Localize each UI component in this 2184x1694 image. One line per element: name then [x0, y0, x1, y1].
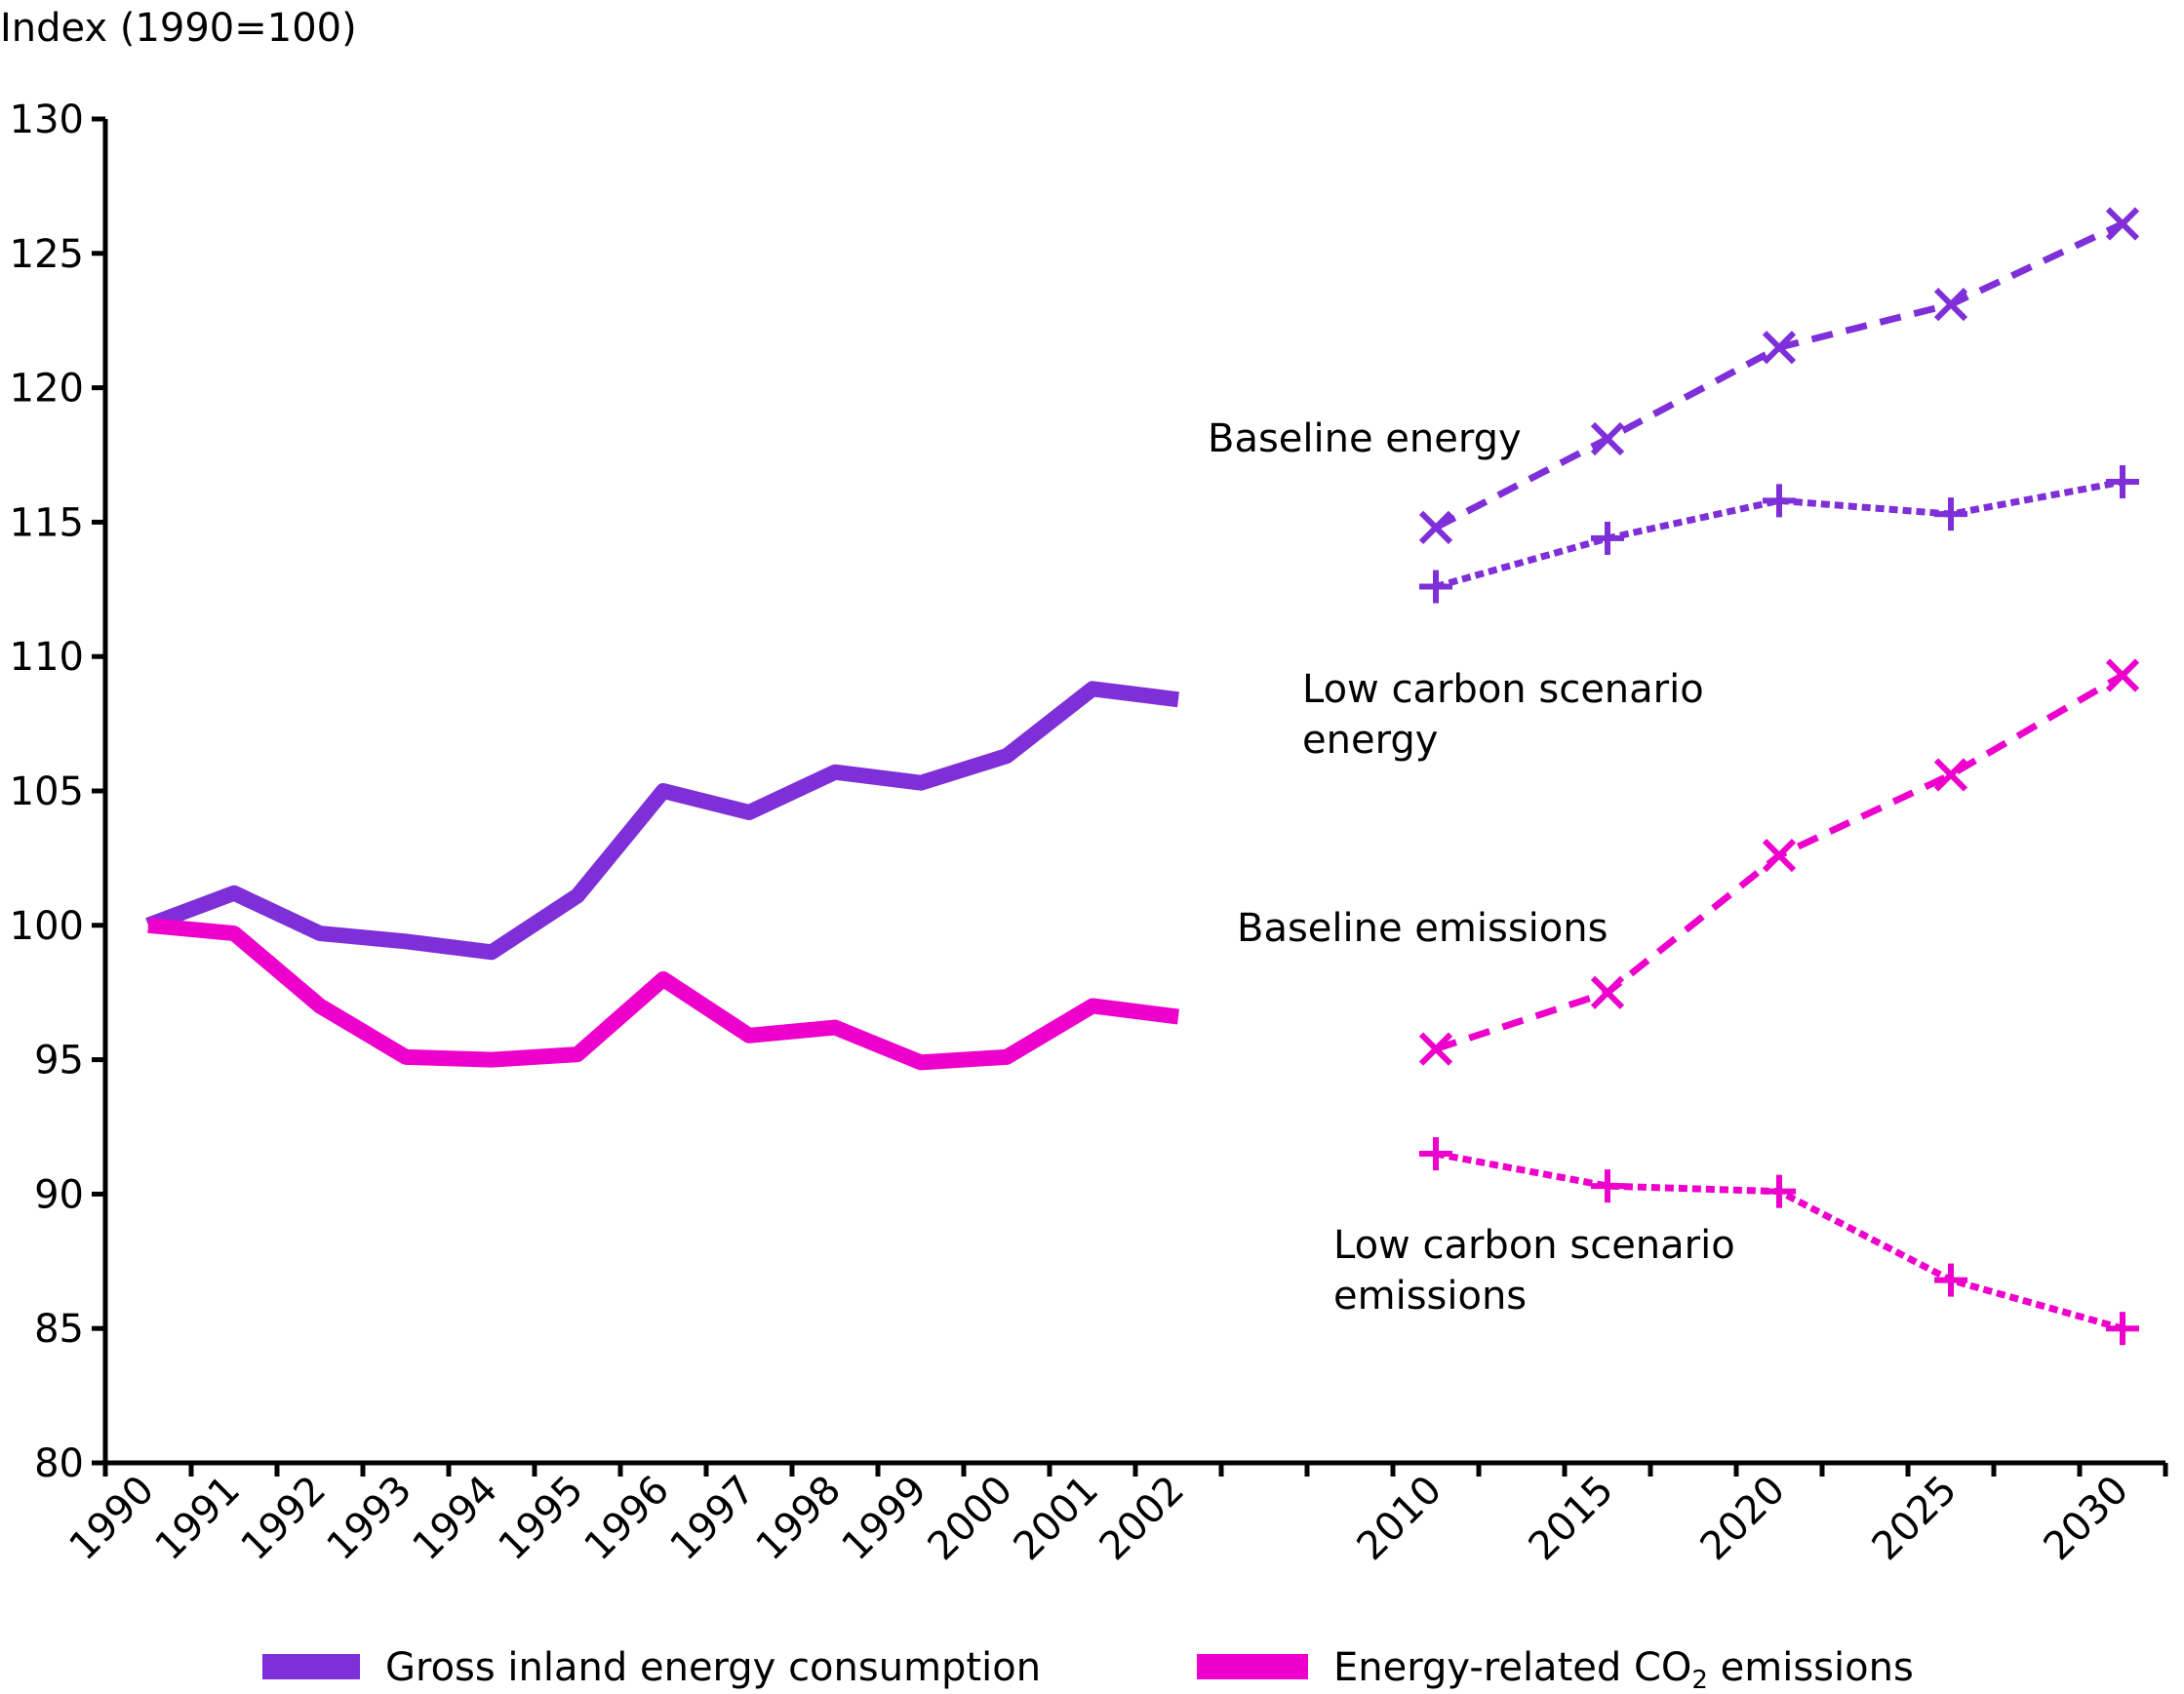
data-point [1762, 839, 1797, 873]
x-tick-label: 1995 [491, 1468, 593, 1570]
y-tick-label: 95 [34, 1039, 84, 1083]
data-point [1934, 1263, 1967, 1297]
x-tick-label: 2010 [1349, 1468, 1451, 1570]
series-line [1434, 220, 2124, 532]
data-point [1590, 975, 1625, 1009]
data-point [1934, 497, 1967, 532]
x-tick-label: 2002 [1092, 1468, 1194, 1570]
x-tick-label: 1994 [405, 1468, 507, 1570]
annotation-baseline-emissions: Baseline emissions [1237, 906, 1608, 951]
data-point [2106, 1312, 2139, 1346]
y-tick-label: 130 [10, 98, 84, 142]
series-line [145, 681, 1179, 961]
x-axis-ticks: 1990199119921993199419951996199719981999… [61, 1463, 2168, 1570]
data-point [1933, 758, 1968, 792]
x-tick-label: 1996 [576, 1468, 679, 1570]
x-tick-label: 1998 [748, 1468, 851, 1570]
y-axis-ticks: 80 85 90 95 100 105 110 115 120 125 130 [10, 98, 105, 1486]
annotation-low-carbon-emissions-line2: emissions [1333, 1274, 1527, 1319]
y-axis-title: Index (1990=100) [0, 6, 357, 51]
x-tick-label: 2020 [1692, 1468, 1795, 1570]
y-tick-label: 85 [34, 1307, 84, 1352]
series-low-carbon-scenario-energy [1419, 465, 2139, 604]
legend-swatch-co2 [1197, 1654, 1308, 1679]
data-point [1933, 288, 1968, 322]
y-tick-label: 110 [10, 635, 84, 680]
x-tick-label: 2001 [1006, 1468, 1108, 1570]
series-baseline-emissions [1418, 658, 2140, 1066]
x-tick-label: 1993 [319, 1468, 421, 1570]
annotation-low-carbon-emissions-line1: Low carbon scenario [1333, 1223, 1735, 1268]
y-tick-label: 90 [34, 1172, 84, 1217]
data-point [1591, 521, 1624, 555]
legend-label-energy: Gross inland energy consumption [385, 1645, 1041, 1690]
y-tick-label: 115 [10, 500, 84, 545]
annotation-low-carbon-energy-line1: Low carbon scenario [1302, 667, 1704, 712]
data-point [1591, 1169, 1624, 1203]
legend-swatch-energy [262, 1654, 360, 1679]
data-point [2106, 465, 2139, 499]
y-tick-label: 80 [34, 1441, 84, 1486]
data-point [1763, 484, 1796, 518]
annotation-low-carbon-energy-line2: energy [1302, 718, 1438, 763]
legend: Gross inland energy consumption Energy-r… [262, 1645, 1914, 1694]
x-tick-label: 2030 [2036, 1468, 2138, 1570]
series-low-carbon-scenario-emissions [1419, 1137, 2139, 1346]
data-point [1418, 1032, 1453, 1066]
data-point [1419, 1137, 1452, 1171]
data-point [2105, 207, 2140, 241]
series-line [1434, 672, 2124, 1052]
y-tick-label: 125 [10, 232, 84, 277]
legend-label-co2: Energy-related CO2 emissions [1333, 1645, 1914, 1694]
series-line [147, 917, 1179, 1071]
y-tick-label: 105 [10, 769, 84, 814]
annotations: Baseline energy Low carbon scenario ener… [1208, 416, 1735, 1319]
x-tick-label: 2025 [1864, 1468, 1966, 1570]
data-point [2105, 658, 2140, 692]
series-baseline-energy [1418, 207, 2140, 545]
legend-label-co2-subscript: 2 [1691, 1666, 1708, 1694]
annotation-baseline-energy: Baseline energy [1208, 416, 1522, 461]
data-point [1763, 1174, 1796, 1208]
y-tick-label: 120 [10, 367, 84, 412]
data-point [1762, 331, 1797, 365]
x-tick-label: 2000 [920, 1468, 1022, 1570]
x-tick-label: 1992 [233, 1468, 336, 1570]
x-tick-label: 1999 [834, 1468, 936, 1570]
series-layer [145, 207, 2140, 1346]
series-gross-inland-energy-consumption [145, 681, 1179, 961]
data-point [1418, 510, 1453, 545]
data-point [1419, 570, 1452, 604]
data-point [1590, 421, 1625, 456]
x-tick-label: 2015 [1521, 1468, 1623, 1570]
series-energy-related-co2-emissions [147, 917, 1179, 1071]
legend-label-co2-tail: emissions [1708, 1645, 1914, 1690]
y-tick-label: 100 [10, 904, 84, 949]
x-tick-label: 1997 [662, 1468, 765, 1570]
legend-label-co2-main: Energy-related CO [1333, 1645, 1691, 1690]
x-tick-label: 1991 [147, 1468, 250, 1570]
